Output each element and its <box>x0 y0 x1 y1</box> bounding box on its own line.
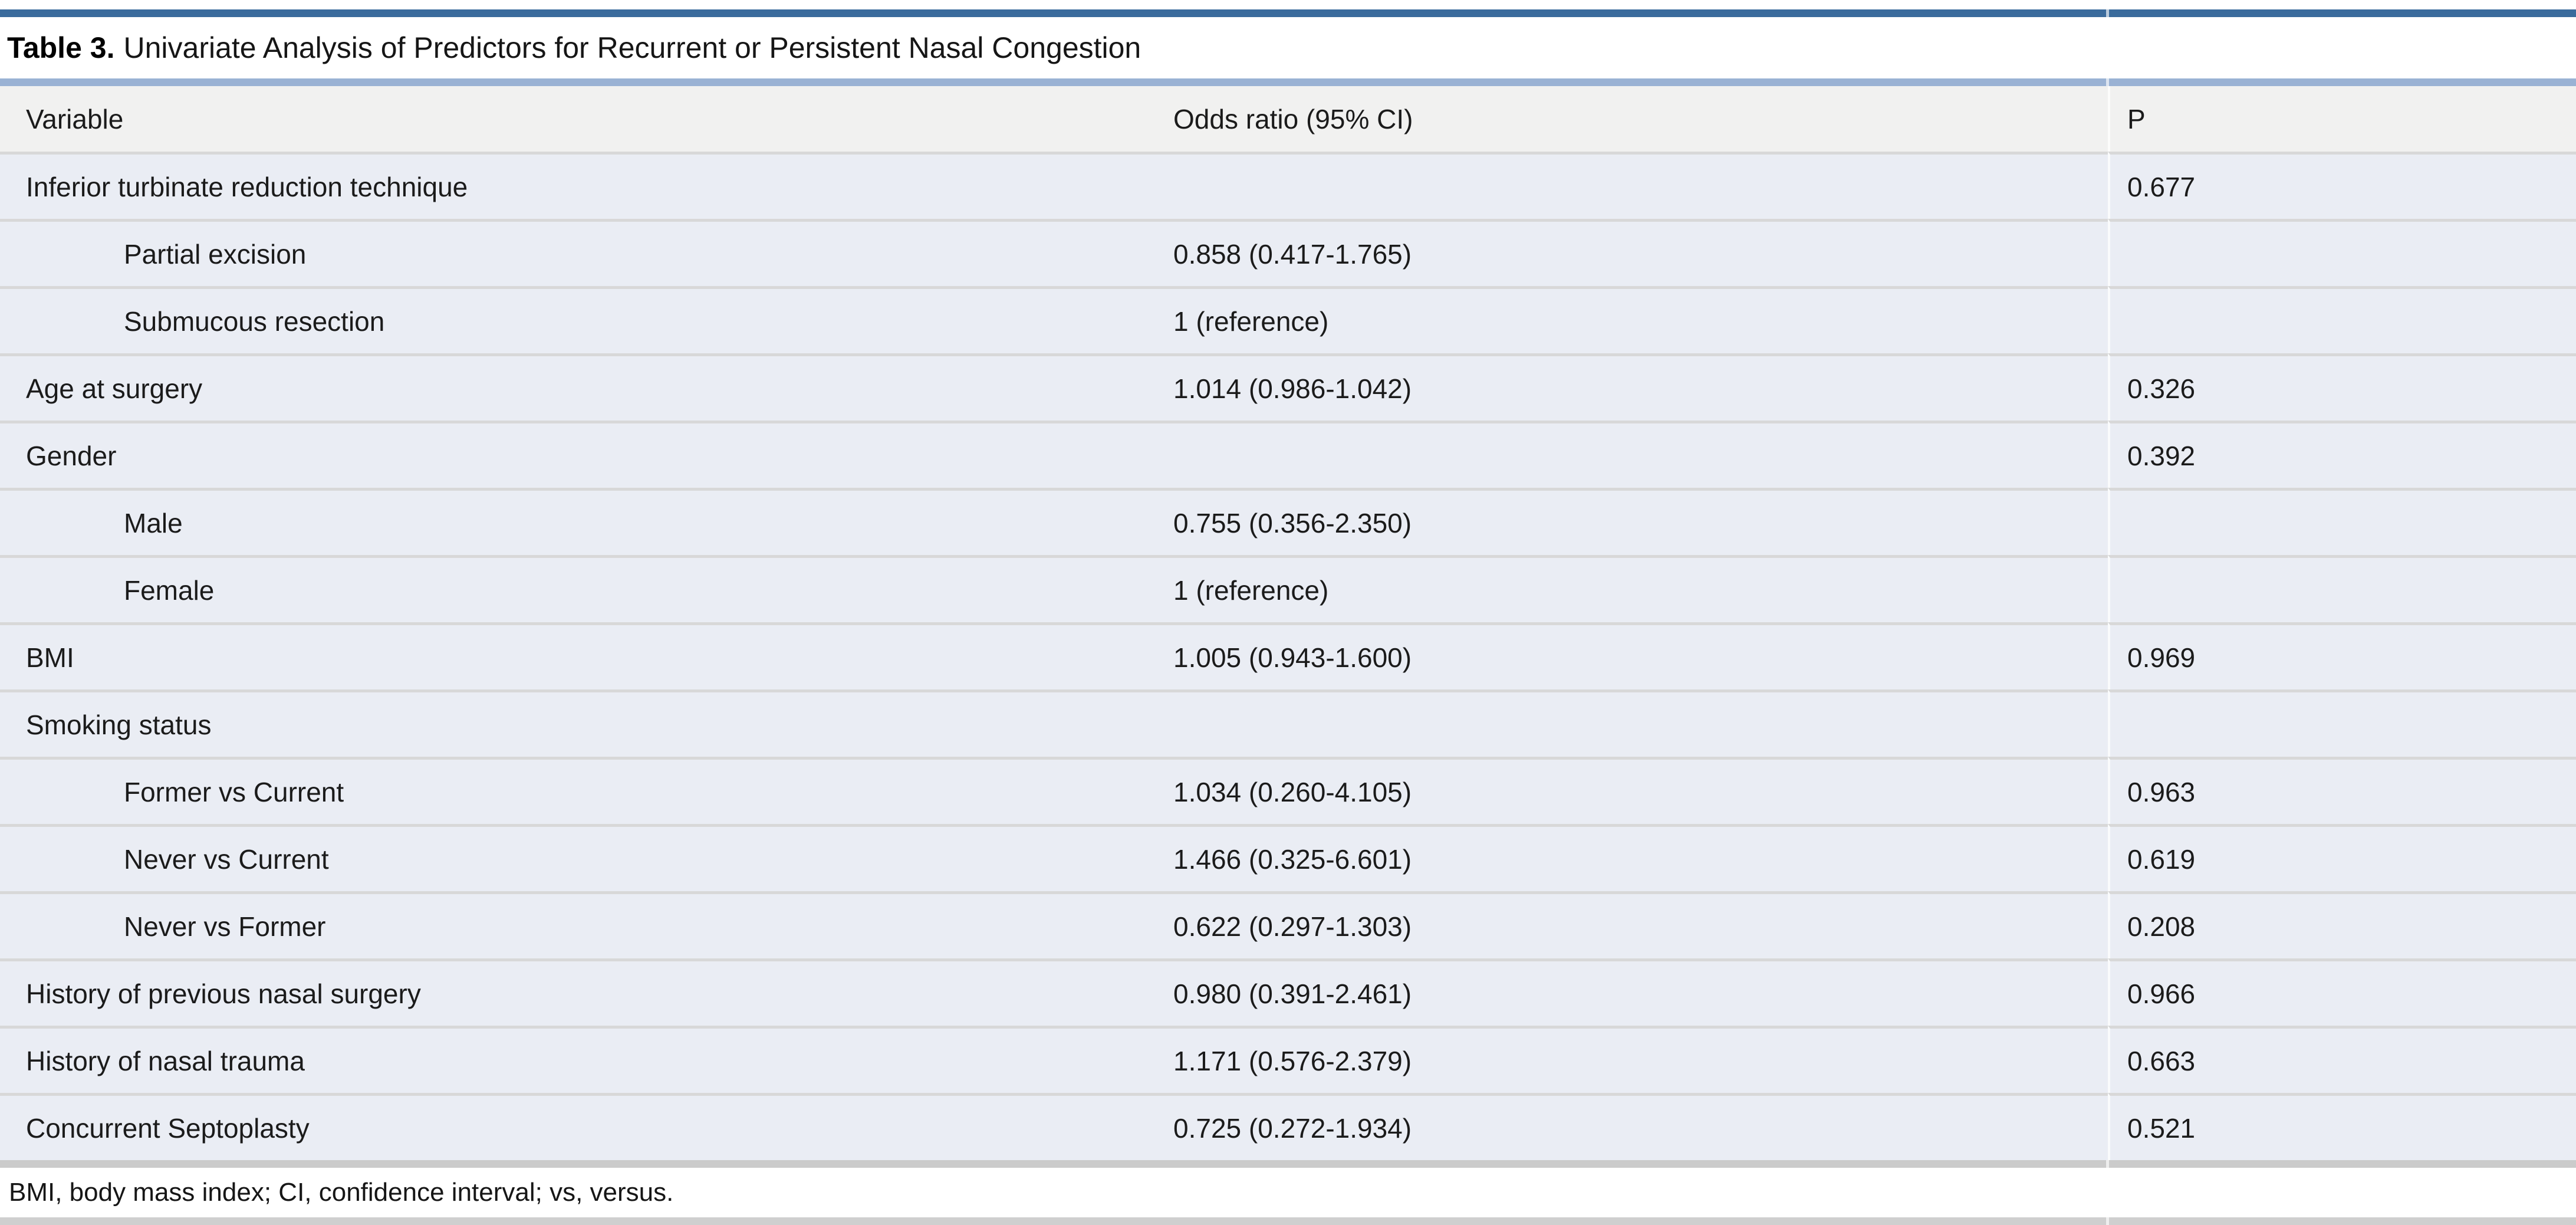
cell-p <box>2108 689 2576 757</box>
cell-odds-ratio: 1.466 (0.325-6.601) <box>1157 824 2108 891</box>
table-row: Never vs Current 1.466 (0.325-6.601) 0.619 <box>0 824 2576 891</box>
table-row: Age at surgery 1.014 (0.986-1.042) 0.326 <box>0 353 2576 421</box>
table-row: Submucous resection 1 (reference) <box>0 286 2576 353</box>
cell-odds-ratio: 0.858 (0.417-1.765) <box>1157 219 2108 286</box>
table-bottom-divider <box>0 1160 2576 1168</box>
cell-odds-ratio: 1.014 (0.986-1.042) <box>1157 353 2108 421</box>
cell-odds-ratio: 1.034 (0.260-4.105) <box>1157 757 2108 824</box>
cell-odds-ratio: 0.725 (0.272-1.934) <box>1157 1093 2108 1160</box>
univariate-analysis-table: Variable Odds ratio (95% CI) P Inferior … <box>0 86 2576 1160</box>
cell-p: 0.663 <box>2108 1026 2576 1093</box>
table-row: Smoking status <box>0 689 2576 757</box>
table-row: Female 1 (reference) <box>0 555 2576 622</box>
cell-variable: Former vs Current <box>0 757 1157 824</box>
cell-odds-ratio: 1.005 (0.943-1.600) <box>1157 622 2108 689</box>
column-header-variable: Variable <box>0 86 1157 152</box>
cell-variable: History of nasal trauma <box>0 1026 1157 1093</box>
table-row: History of nasal trauma 1.171 (0.576-2.37… <box>0 1026 2576 1093</box>
cell-odds-ratio: 1 (reference) <box>1157 286 2108 353</box>
cell-variable: Concurrent Septoplasty <box>0 1093 1157 1160</box>
table-row: Never vs Former 0.622 (0.297-1.303) 0.208 <box>0 891 2576 958</box>
table-row: History of previous nasal surgery 0.980 (… <box>0 958 2576 1026</box>
cell-variable: Never vs Current <box>0 824 1157 891</box>
cell-p: 0.619 <box>2108 824 2576 891</box>
table-title-text: Univariate Analysis of Predictors for Re… <box>123 31 1141 64</box>
header-row: Variable Odds ratio (95% CI) P <box>0 86 2576 152</box>
cell-p: 0.677 <box>2108 152 2576 219</box>
cell-p: 0.969 <box>2108 622 2576 689</box>
column-seam <box>2106 9 2109 17</box>
cell-odds-ratio <box>1157 421 2108 488</box>
cell-p: 0.392 <box>2108 421 2576 488</box>
table-row: Partial excision 0.858 (0.417-1.765) <box>0 219 2576 286</box>
cell-variable: Never vs Former <box>0 891 1157 958</box>
table-row: Inferior turbinate reduction technique 0.… <box>0 152 2576 219</box>
column-header-p: P <box>2108 86 2576 152</box>
cell-variable: Smoking status <box>0 689 1157 757</box>
cell-p <box>2108 286 2576 353</box>
cell-odds-ratio <box>1157 689 2108 757</box>
cell-p: 0.963 <box>2108 757 2576 824</box>
column-seam <box>2106 1160 2109 1168</box>
cell-variable: Female <box>0 555 1157 622</box>
table-footnote: BMI, body mass index; CI, confidence int… <box>0 1168 2576 1217</box>
cell-odds-ratio: 0.755 (0.356-2.350) <box>1157 488 2108 555</box>
bottom-bar <box>0 1217 2576 1225</box>
cell-p <box>2108 488 2576 555</box>
table-row: Male 0.755 (0.356-2.350) <box>0 488 2576 555</box>
table-row: Former vs Current 1.034 (0.260-4.105) 0.96… <box>0 757 2576 824</box>
cell-variable: Age at surgery <box>0 353 1157 421</box>
cell-odds-ratio: 1 (reference) <box>1157 555 2108 622</box>
header-accent-bar <box>0 78 2576 86</box>
column-seam <box>2106 1217 2109 1225</box>
cell-variable: Partial excision <box>0 219 1157 286</box>
cell-odds-ratio: 0.980 (0.391-2.461) <box>1157 958 2108 1026</box>
cell-variable: Gender <box>0 421 1157 488</box>
cell-odds-ratio: 1.171 (0.576-2.379) <box>1157 1026 2108 1093</box>
top-accent-bar <box>0 9 2576 17</box>
table-title: Table 3. Univariate Analysis of Predicto… <box>0 17 2576 78</box>
cell-variable: Submucous resection <box>0 286 1157 353</box>
cell-variable: Inferior turbinate reduction technique <box>0 152 1157 219</box>
footnote-text: BMI, body mass index; CI, confidence int… <box>9 1178 674 1207</box>
cell-p <box>2108 219 2576 286</box>
column-seam <box>2106 78 2109 86</box>
cell-odds-ratio <box>1157 152 2108 219</box>
cell-p: 0.208 <box>2108 891 2576 958</box>
cell-variable: Male <box>0 488 1157 555</box>
table-row: Gender 0.392 <box>0 421 2576 488</box>
column-header-odds-ratio: Odds ratio (95% CI) <box>1157 86 2108 152</box>
cell-p: 0.326 <box>2108 353 2576 421</box>
cell-variable: BMI <box>0 622 1157 689</box>
cell-p: 0.966 <box>2108 958 2576 1026</box>
cell-p: 0.521 <box>2108 1093 2576 1160</box>
table-row: Concurrent Septoplasty 0.725 (0.272-1.934… <box>0 1093 2576 1160</box>
table-row: BMI 1.005 (0.943-1.600) 0.969 <box>0 622 2576 689</box>
cell-variable: History of previous nasal surgery <box>0 958 1157 1026</box>
cell-odds-ratio: 0.622 (0.297-1.303) <box>1157 891 2108 958</box>
cell-p <box>2108 555 2576 622</box>
table-title-label: Table 3. <box>7 31 115 64</box>
